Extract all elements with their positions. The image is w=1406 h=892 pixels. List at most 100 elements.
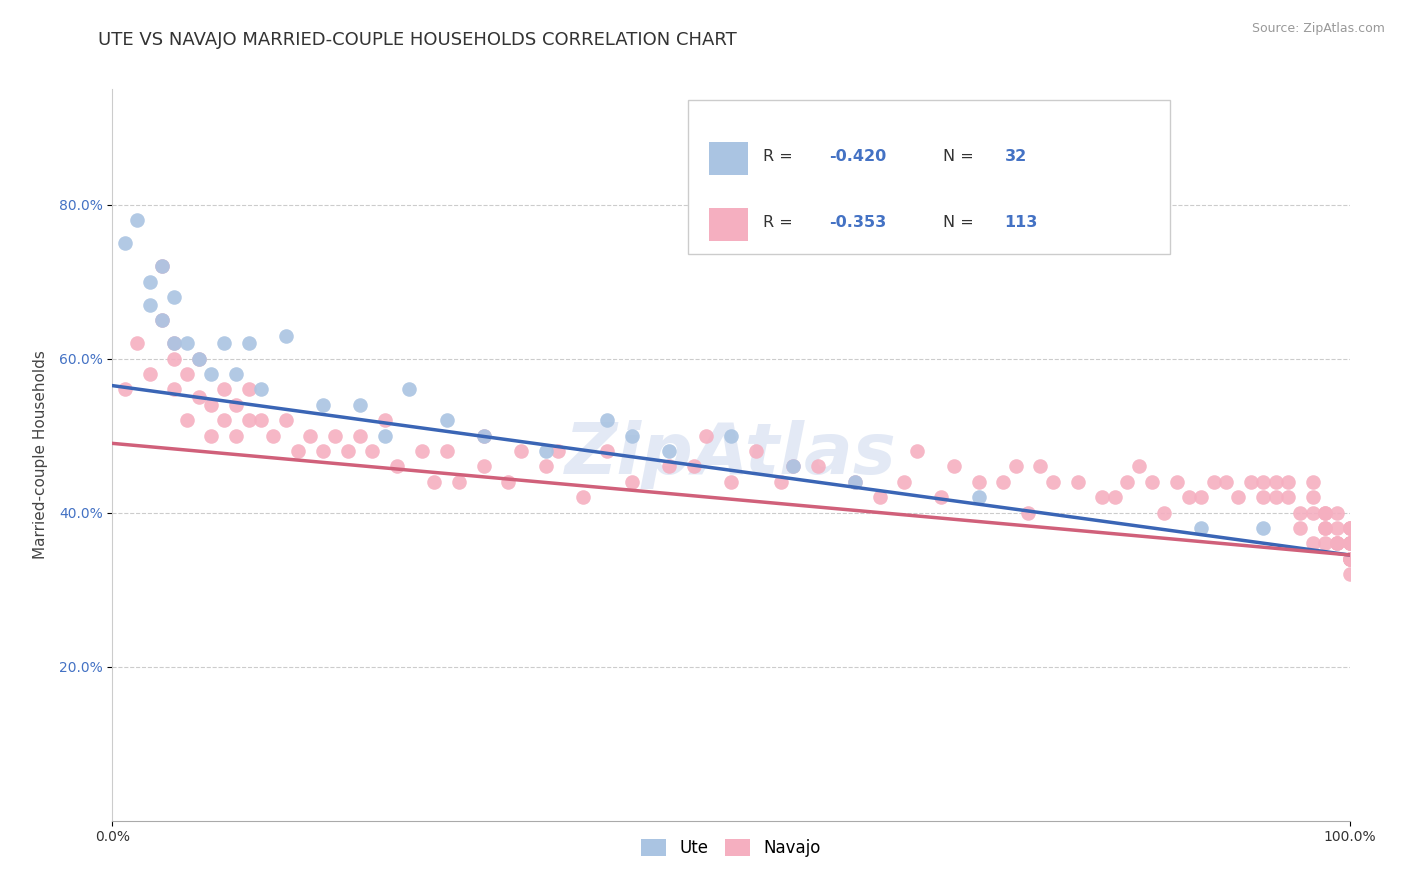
Point: [571, 490, 593, 504]
Text: 32: 32: [1004, 149, 1026, 164]
Point: [1227, 490, 1250, 504]
Y-axis label: Married-couple Households: Married-couple Households: [32, 351, 48, 559]
Text: N =: N =: [942, 215, 979, 230]
Point: [212, 336, 235, 351]
Point: [1339, 552, 1361, 566]
Point: [1251, 490, 1274, 504]
Point: [472, 428, 495, 442]
Point: [274, 413, 297, 427]
Point: [1004, 459, 1026, 474]
Point: [547, 444, 569, 458]
Point: [1289, 506, 1312, 520]
Point: [225, 398, 247, 412]
Point: [274, 328, 297, 343]
Point: [349, 398, 371, 412]
Point: [287, 444, 309, 458]
Point: [1302, 475, 1324, 489]
Point: [188, 351, 211, 366]
Point: [1326, 536, 1348, 550]
Point: [299, 428, 322, 442]
Point: [150, 260, 173, 274]
Point: [1313, 506, 1336, 520]
Point: [1289, 521, 1312, 535]
Point: [238, 413, 260, 427]
Text: -0.420: -0.420: [830, 149, 886, 164]
Point: [893, 475, 915, 489]
Point: [411, 444, 433, 458]
Text: ZipAtlas: ZipAtlas: [565, 420, 897, 490]
Point: [658, 459, 681, 474]
Point: [1264, 490, 1286, 504]
Point: [1128, 459, 1150, 474]
Point: [844, 475, 866, 489]
Point: [188, 390, 211, 404]
Point: [398, 383, 420, 397]
Point: [1091, 490, 1114, 504]
Point: [1313, 536, 1336, 550]
Point: [225, 367, 247, 381]
Point: [349, 428, 371, 442]
Point: [1264, 475, 1286, 489]
Point: [200, 428, 222, 442]
Text: -0.353: -0.353: [830, 215, 886, 230]
Point: [250, 413, 273, 427]
Text: N =: N =: [942, 149, 979, 164]
Point: [807, 459, 830, 474]
Point: [844, 475, 866, 489]
Point: [769, 475, 792, 489]
Point: [1042, 475, 1064, 489]
Point: [127, 336, 149, 351]
Point: [1339, 536, 1361, 550]
Point: [250, 383, 273, 397]
Point: [621, 475, 644, 489]
Point: [163, 383, 186, 397]
Point: [1326, 521, 1348, 535]
Text: UTE VS NAVAJO MARRIED-COUPLE HOUSEHOLDS CORRELATION CHART: UTE VS NAVAJO MARRIED-COUPLE HOUSEHOLDS …: [98, 31, 737, 49]
Point: [423, 475, 446, 489]
Point: [150, 313, 173, 327]
Point: [1104, 490, 1126, 504]
Point: [1066, 475, 1088, 489]
Point: [1116, 475, 1139, 489]
Point: [1339, 552, 1361, 566]
Point: [596, 444, 619, 458]
Point: [436, 444, 458, 458]
Point: [1326, 536, 1348, 550]
Text: R =: R =: [763, 149, 799, 164]
Point: [212, 413, 235, 427]
Point: [720, 475, 742, 489]
Point: [1339, 552, 1361, 566]
Point: [683, 459, 706, 474]
Point: [1339, 521, 1361, 535]
Point: [163, 351, 186, 366]
Point: [200, 367, 222, 381]
Point: [1339, 567, 1361, 582]
Point: [509, 444, 531, 458]
Point: [1339, 552, 1361, 566]
Point: [114, 383, 136, 397]
Point: [967, 475, 990, 489]
Point: [1017, 506, 1039, 520]
Point: [150, 313, 173, 327]
Point: [1339, 536, 1361, 550]
Point: [225, 428, 247, 442]
Point: [745, 444, 768, 458]
Point: [1313, 521, 1336, 535]
FancyBboxPatch shape: [688, 100, 1170, 253]
Point: [1302, 490, 1324, 504]
Point: [312, 398, 335, 412]
Text: R =: R =: [763, 215, 799, 230]
Bar: [709, 208, 748, 241]
Point: [1178, 490, 1201, 504]
Point: [176, 413, 198, 427]
Point: [1313, 506, 1336, 520]
Point: [1251, 521, 1274, 535]
Bar: [709, 142, 748, 175]
Point: [1339, 536, 1361, 550]
Point: [188, 351, 211, 366]
Point: [200, 398, 222, 412]
Point: [1339, 521, 1361, 535]
Legend: Ute, Navajo: Ute, Navajo: [634, 832, 828, 863]
Point: [1029, 459, 1052, 474]
Point: [238, 383, 260, 397]
